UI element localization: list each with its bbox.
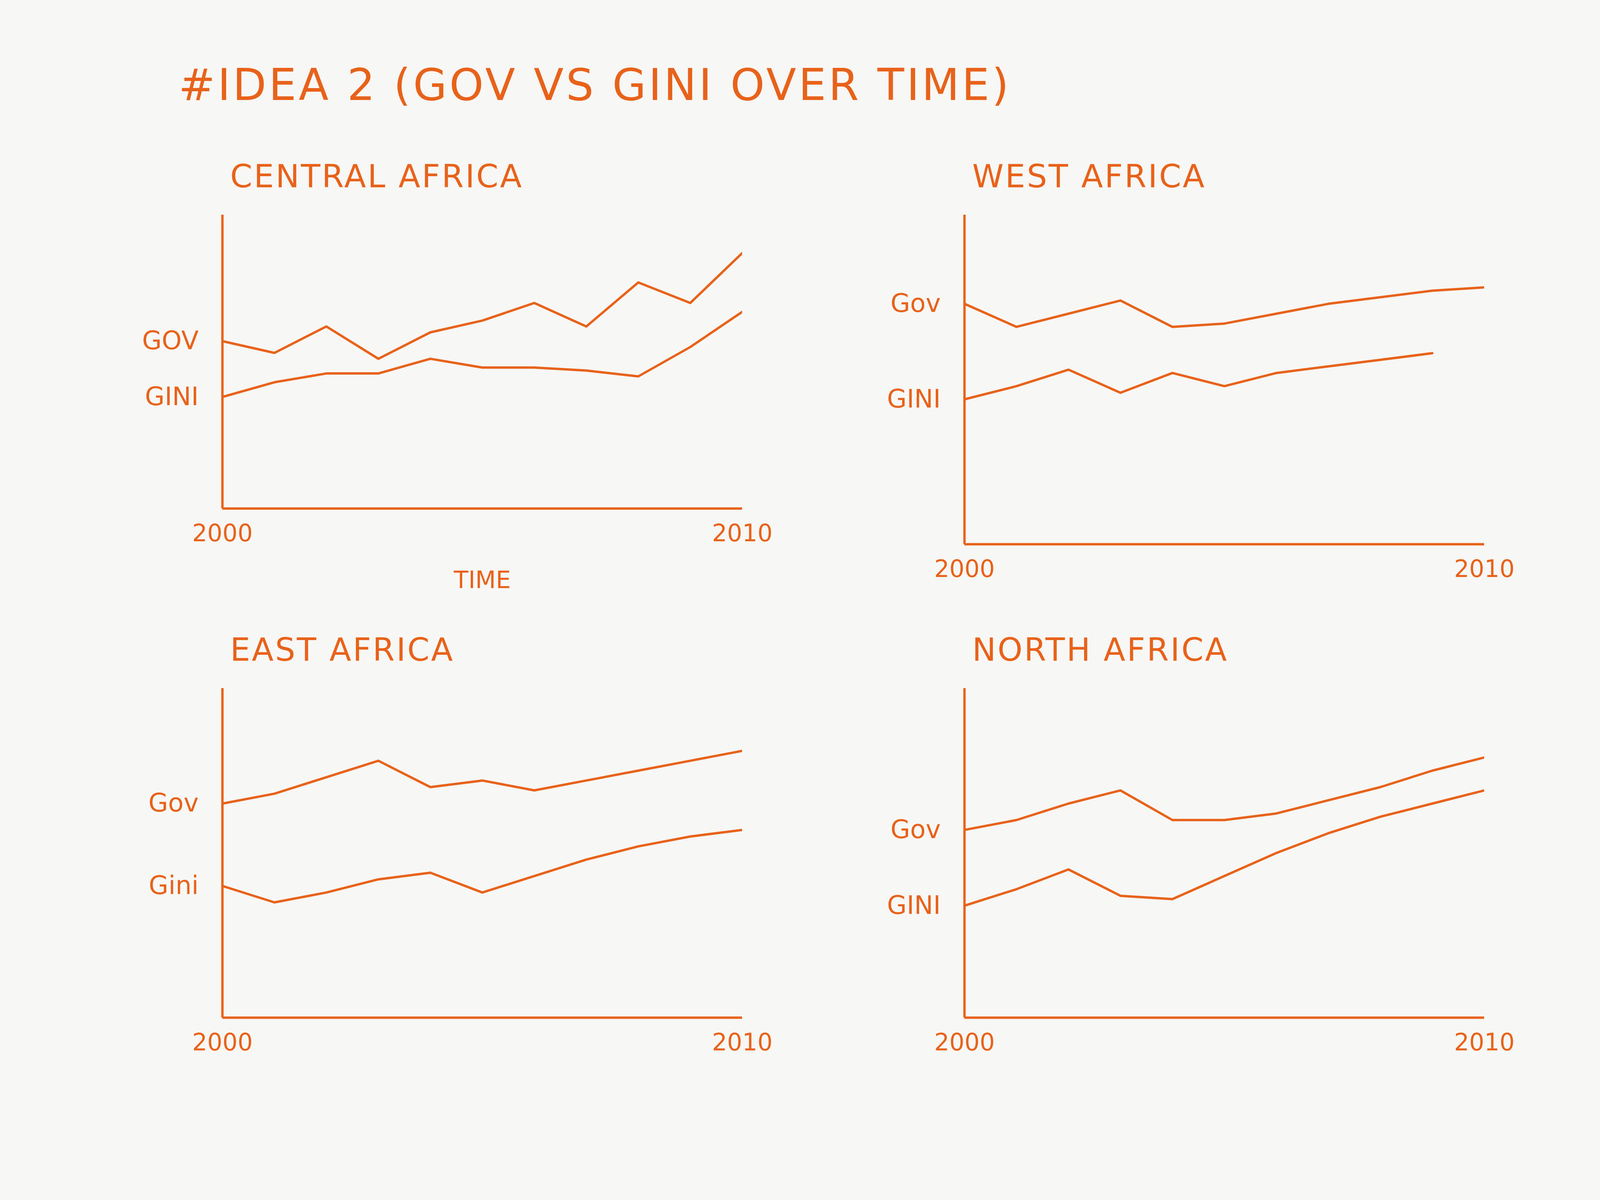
svg-text:2000: 2000 [934,554,995,583]
svg-text:2010: 2010 [1453,1028,1515,1056]
svg-text:2010: 2010 [1453,554,1515,583]
svg-text:2000: 2000 [192,1028,253,1056]
svg-text:GINI: GINI [144,381,199,412]
svg-text:GINI: GINI [886,384,941,414]
html-text:WEST AFRICA: WEST AFRICA [972,157,1207,195]
svg-text:2010: 2010 [711,519,773,547]
svg-text:Gini: Gini [148,870,199,900]
svg-text:2010: 2010 [711,1028,773,1056]
svg-text:2000: 2000 [934,1028,995,1056]
svg-text:2000: 2000 [192,519,253,547]
svg-text:Gov: Gov [890,814,941,845]
html-text:#IDEA 2 (GOV VS GINI OVER TIME: #IDEA 2 (GOV VS GINI OVER TIME) [178,59,1012,111]
html-text:EAST AFRICA: EAST AFRICA [230,631,455,669]
svg-text:Gov: Gov [890,288,941,318]
html-text:NORTH AFRICA: NORTH AFRICA [972,631,1229,669]
svg-text:GINI: GINI [886,890,941,920]
svg-text:Gov: Gov [148,788,199,818]
svg-text:TIME: TIME [453,565,511,594]
html-text:CENTRAL AFRICA: CENTRAL AFRICA [230,157,524,195]
svg-text:GOV: GOV [142,325,199,356]
